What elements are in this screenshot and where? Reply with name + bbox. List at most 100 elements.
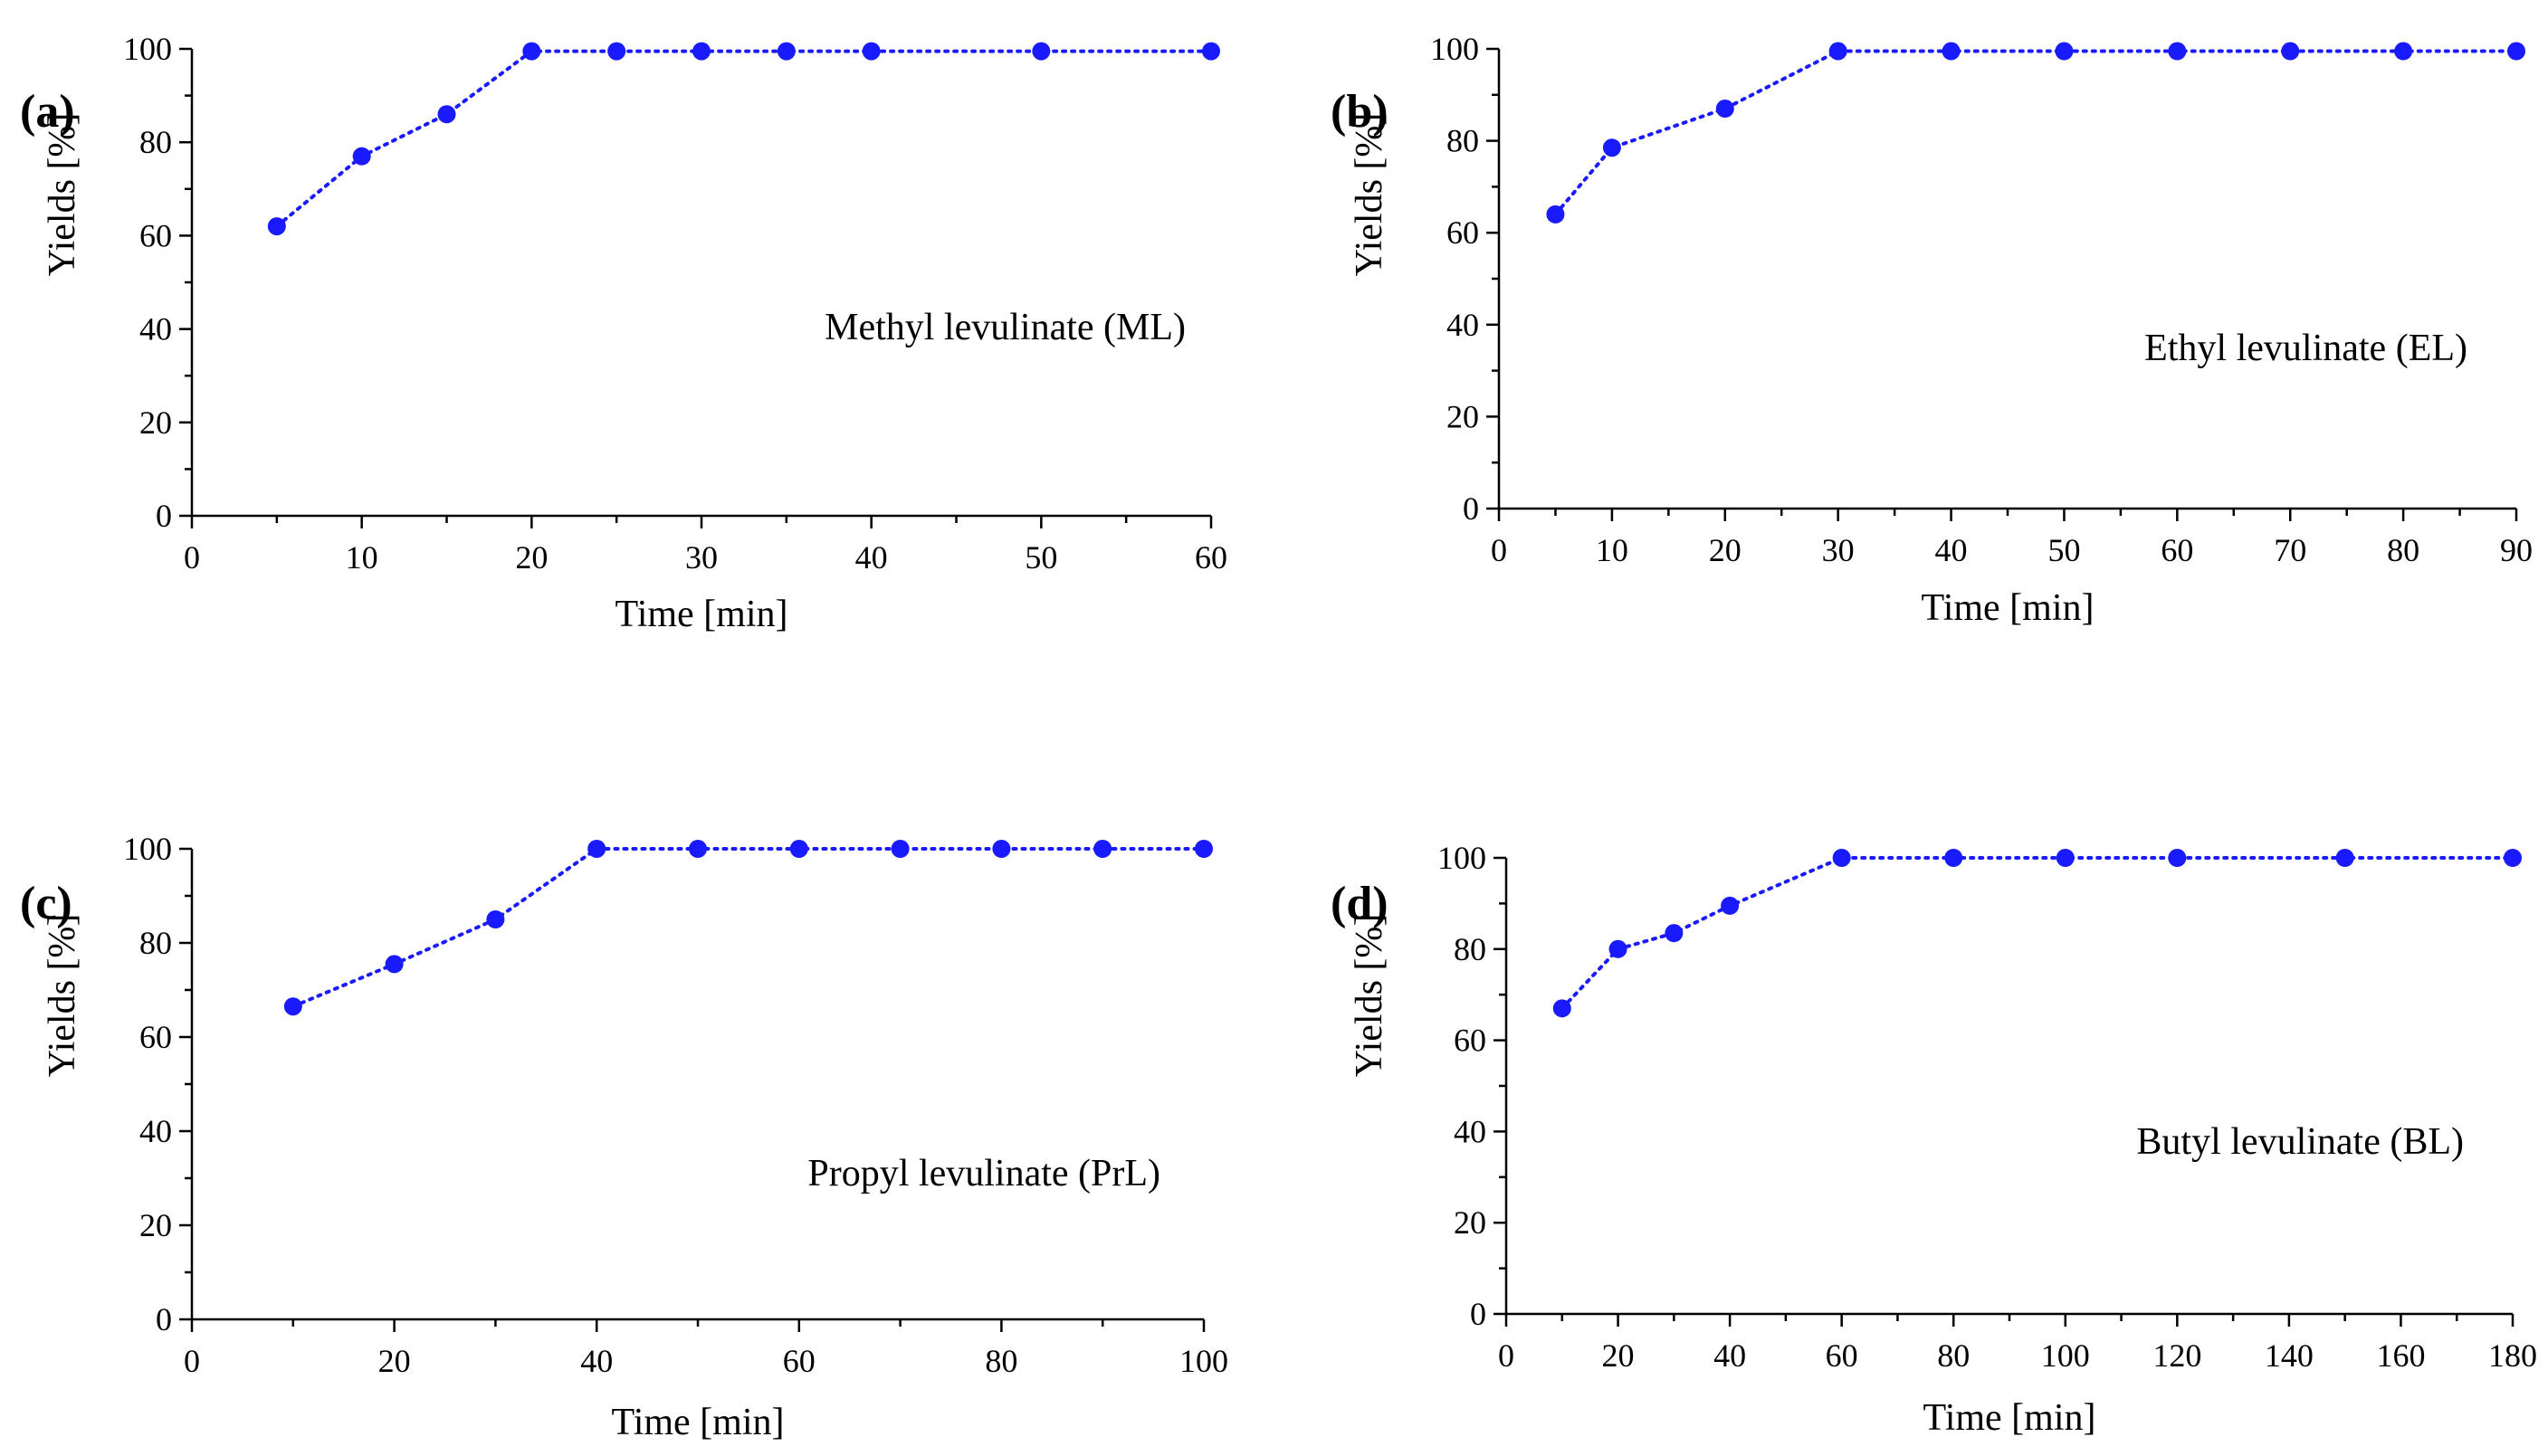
x-tick-label: 140 — [2265, 1337, 2314, 1374]
series-line — [1553, 49, 2518, 216]
x-tick-label: 30 — [1822, 532, 1855, 568]
x-tick-label: 100 — [1179, 1343, 1228, 1379]
data-point — [789, 840, 808, 858]
y-axis-title: Yields [%] — [42, 914, 83, 1078]
data-point — [862, 42, 881, 61]
series-line — [274, 49, 1213, 229]
y-tick-label: 100 — [123, 31, 172, 67]
x-tick-label: 30 — [685, 539, 718, 576]
x-tick-label: 80 — [985, 1343, 1017, 1379]
x-tick-label: 0 — [184, 539, 200, 576]
data-point — [1944, 849, 1963, 867]
y-tick-label: 100 — [1430, 31, 1479, 67]
x-tick-label: 160 — [2376, 1337, 2425, 1374]
data-point — [2335, 849, 2354, 867]
panel-c: 0 20 40 60 80 100 0 20 40 60 80 100 Time [min] Yields… — [20, 831, 1228, 1443]
data-point — [1602, 138, 1621, 157]
series-annotation: Propyl levulinate (PrL) — [807, 1153, 1160, 1194]
data-point — [2394, 42, 2413, 61]
y-tick-label: 40 — [1446, 307, 1479, 343]
data-point — [522, 42, 541, 61]
y-tick-label: 40 — [139, 311, 172, 347]
data-point — [283, 997, 302, 1016]
y-tick-label: 40 — [1454, 1113, 1486, 1149]
x-tick-label: 10 — [1596, 532, 1628, 568]
data-point — [267, 217, 286, 236]
data-point — [777, 42, 796, 61]
data-point — [1721, 896, 1740, 915]
x-axis-title: Time [min] — [1923, 1397, 2096, 1439]
data-point — [352, 147, 371, 166]
x-axis-title: Time [min] — [612, 1402, 785, 1443]
series-annotation: Methyl levulinate (ML) — [825, 307, 1186, 348]
data-point — [1093, 840, 1112, 858]
x-tick-label: 80 — [1937, 1337, 1970, 1374]
y-tick-label: 60 — [1446, 214, 1479, 251]
data-point — [1665, 924, 1684, 943]
panel-label: (d) — [1331, 878, 1389, 929]
data-point — [1832, 849, 1851, 867]
x-tick-label: 40 — [855, 539, 888, 576]
data-point — [486, 910, 505, 928]
data-point — [385, 955, 404, 974]
x-tick-label: 20 — [1709, 532, 1742, 568]
x-tick-label: 20 — [378, 1343, 411, 1379]
y-tick-label: 20 — [139, 404, 172, 441]
y-tick-label: 0 — [156, 1301, 172, 1337]
data-point — [2504, 849, 2522, 867]
data-point — [2507, 42, 2525, 61]
data-point — [1195, 840, 1213, 858]
y-axis-title: Yields [%] — [42, 113, 83, 277]
y-tick-label: 80 — [1446, 123, 1479, 159]
data-point — [692, 42, 711, 61]
x-tick-label: 0 — [184, 1343, 200, 1379]
panel-d: 0 20 40 60 80 100 120 140 160 180 0 20 40 60 80 100 Time… — [1331, 840, 2537, 1439]
x-tick-label: 180 — [2488, 1337, 2537, 1374]
data-point — [992, 840, 1011, 858]
y-tick-label: 20 — [1446, 398, 1479, 434]
panel-label: (a) — [20, 86, 75, 138]
y-axis-title: Yields [%] — [1349, 113, 1390, 277]
data-point — [1828, 42, 1847, 61]
x-tick-label: 70 — [2274, 532, 2306, 568]
series-line — [1560, 856, 2515, 1011]
y-tick-label: 100 — [1437, 840, 1486, 876]
y-tick-label: 80 — [139, 925, 172, 961]
x-tick-label: 60 — [1826, 1337, 1858, 1374]
data-point — [1202, 42, 1220, 61]
y-tick-label: 0 — [156, 498, 172, 534]
x-tick-label: 40 — [1935, 532, 1968, 568]
y-tick-label: 0 — [1463, 490, 1479, 527]
y-tick-label: 80 — [139, 124, 172, 160]
series-line — [291, 847, 1206, 1009]
data-point — [1715, 100, 1734, 119]
data-point — [2056, 849, 2075, 867]
x-tick-label: 60 — [2161, 532, 2193, 568]
x-tick-label: 50 — [1025, 539, 1057, 576]
data-point — [607, 42, 626, 61]
data-point — [1546, 205, 1565, 224]
y-tick-label: 100 — [123, 831, 172, 867]
x-tick-label: 40 — [1713, 1337, 1746, 1374]
x-tick-label: 60 — [1195, 539, 1227, 576]
x-tick-label: 80 — [2387, 532, 2419, 568]
x-tick-label: 120 — [2152, 1337, 2201, 1374]
data-point — [437, 105, 456, 124]
data-point — [689, 840, 707, 858]
y-tick-label: 60 — [139, 217, 172, 253]
data-point — [891, 840, 910, 858]
y-tick-label: 60 — [1454, 1023, 1486, 1059]
y-tick-label: 0 — [1470, 1296, 1486, 1332]
data-point — [587, 840, 606, 858]
x-tick-label: 100 — [2041, 1337, 2090, 1374]
data-point — [1608, 939, 1627, 958]
data-point — [2168, 42, 2187, 61]
y-tick-label: 20 — [139, 1207, 172, 1243]
x-tick-label: 0 — [1498, 1337, 1514, 1374]
data-point — [1552, 999, 1571, 1018]
x-tick-label: 60 — [783, 1343, 816, 1379]
data-point — [2281, 42, 2300, 61]
series-annotation: Butyl levulinate (BL) — [2136, 1121, 2464, 1163]
x-tick-label: 50 — [2047, 532, 2080, 568]
data-point — [1032, 42, 1051, 61]
